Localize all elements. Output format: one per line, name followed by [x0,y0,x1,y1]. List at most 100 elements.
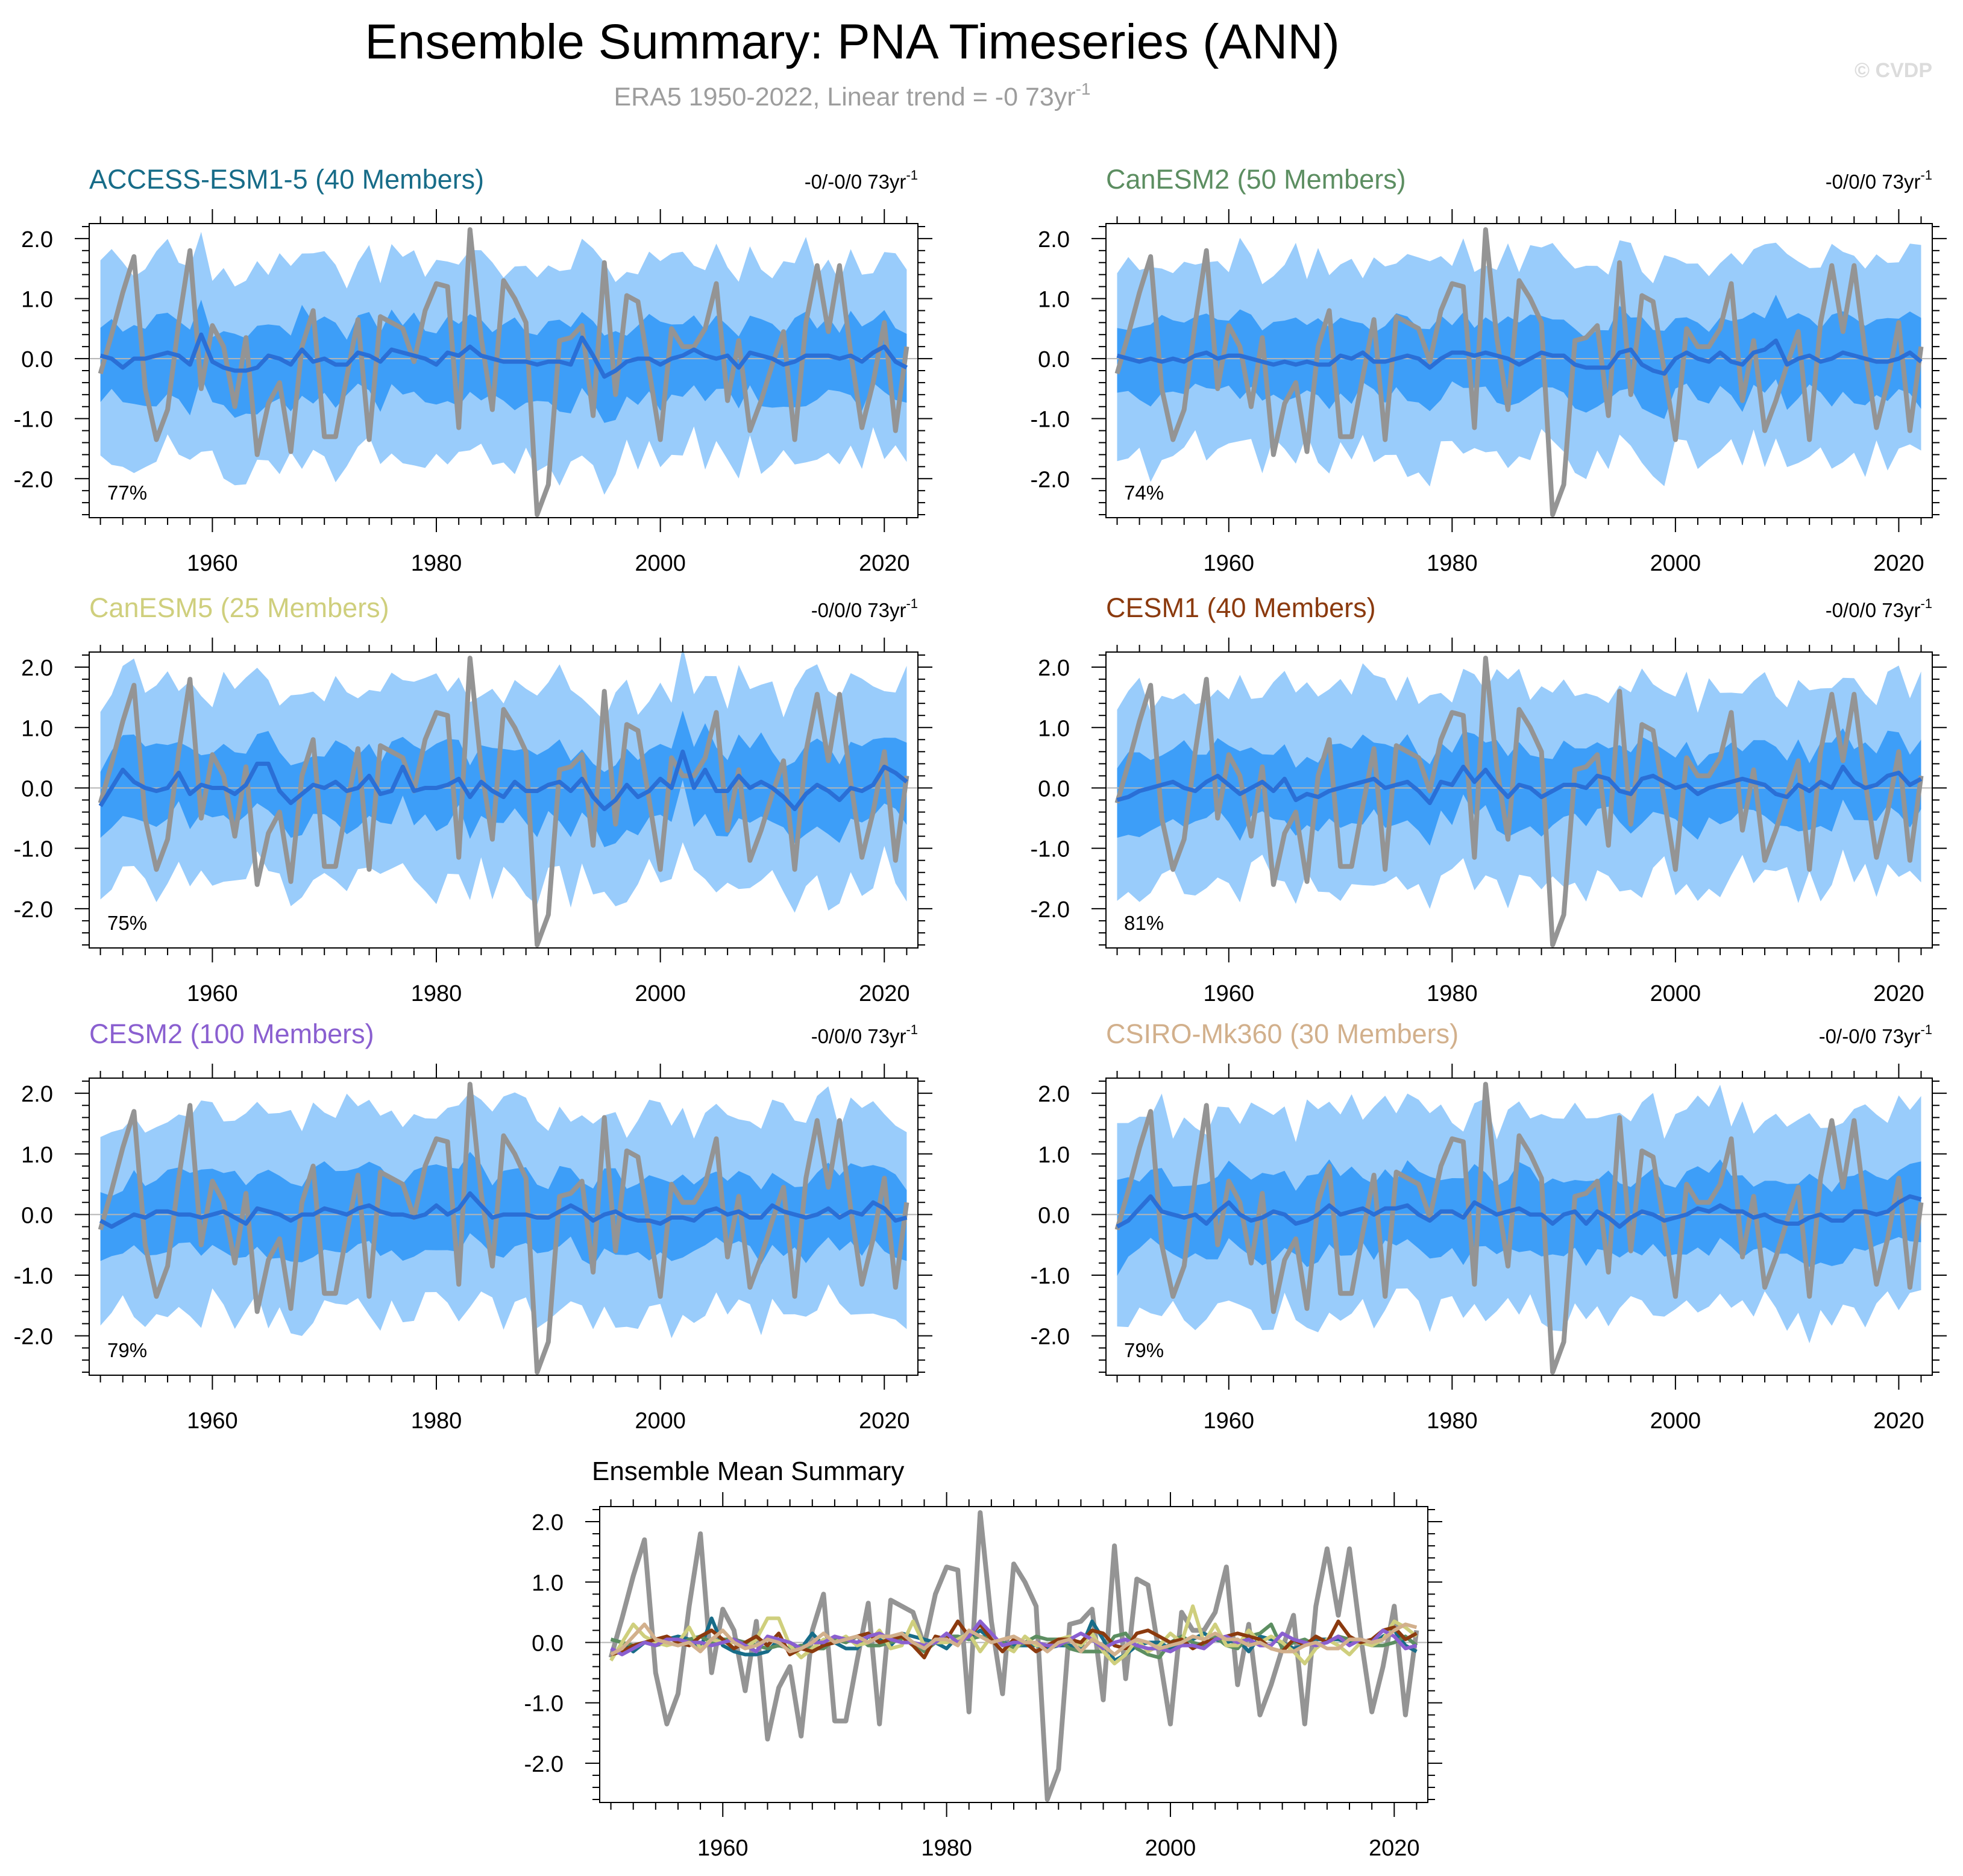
subtitle-text: ERA5 1950-2022, Linear trend = -0 73yr [614,83,1075,111]
x-tick-label: 2000 [635,981,686,1006]
y-tick-label: -2.0 [1031,1325,1070,1350]
observed-series-line [98,1082,909,1375]
ensemble-mean-line [1116,338,1923,376]
x-tick-label: 1960 [1204,981,1255,1006]
plot-area [1106,656,1932,947]
y-tick-label: -2.0 [524,1752,564,1777]
trend-label-superscript: -1 [1920,596,1932,611]
ensemble-mean-line-cesm2 [610,1619,1418,1657]
trend-label-superscript: -1 [906,1022,918,1037]
trend-label-text: -0/-0/0 73yr [1819,1025,1921,1047]
y-tick-label: 0.0 [1038,347,1070,372]
plot-area [600,1510,1428,1802]
x-tick-label: 2000 [1650,551,1701,576]
trend-label-text: -0/0/0 73yr [1826,171,1921,193]
x-tick-label: 2020 [1873,1408,1924,1434]
y-tick-label: -1.0 [14,837,53,862]
trend-label-superscript: -1 [906,168,918,183]
chart-panel-6: 2.0 1.0 0.0 -1.0 -2.0 1960 1980 2000 2020 CSIRO-M… [1031,1018,1947,1434]
ensemble-mean-line-csiro-mk360 [610,1622,1418,1657]
y-tick-label: 2.0 [1038,1082,1070,1107]
percent-label: 81% [1124,912,1164,934]
x-tick-label: 2020 [859,981,910,1006]
y-tick-label: -2.0 [14,1325,53,1350]
trend-label: -0/0/0 73yr-1 [1826,168,1932,193]
y-tick-label: -1.0 [524,1692,564,1717]
x-tick-label: 1980 [411,551,462,576]
x-tick-label: 2020 [1369,1836,1420,1861]
y-tick-label: -2.0 [14,897,53,923]
panel-title: Ensemble Mean Summary [592,1457,904,1486]
y-tick-label: -1.0 [1031,1264,1070,1289]
ensemble-mean-line [98,749,908,811]
trend-label-superscript: -1 [1920,1022,1932,1037]
y-tick-label: 0.0 [1038,776,1070,802]
y-tick-label: 2.0 [21,227,53,253]
y-tick-label: -1.0 [14,1264,53,1289]
observed-series-line [98,227,909,517]
y-tick-label: -2.0 [1031,897,1070,923]
panel-title: CanESM2 (50 Members) [1106,164,1406,195]
y-tick-label: -2.0 [1031,467,1070,492]
x-tick-label: 1980 [1427,551,1478,576]
plot-area [1106,1082,1932,1375]
x-tick-label: 1980 [1427,981,1478,1006]
x-tick-label: 1960 [187,1408,238,1434]
y-tick-label: 1.0 [532,1570,564,1596]
ensemble-mean-line [99,1191,908,1229]
y-tick-label: 1.0 [1038,716,1070,741]
y-tick-label: 0.0 [21,1203,53,1228]
chart-panel-3: 2.0 1.0 0.0 -1.0 -2.0 1960 1980 2000 2020 CanESM5… [14,592,932,1006]
x-tick-label: 2020 [1873,551,1924,576]
y-tick-label: 2.0 [21,1082,53,1107]
trend-label: -0/0/0 73yr-1 [811,1022,918,1047]
panel-title: CESM2 (100 Members) [89,1018,374,1049]
x-tick-label: 1980 [411,981,462,1006]
panel-title: CESM1 (40 Members) [1106,592,1376,623]
trend-label-text: -0/0/0 73yr [811,599,906,621]
x-tick-label: 2020 [859,551,910,576]
ensemble-mean-line [1116,764,1923,805]
subtitle: ERA5 1950-2022, Linear trend = -0 73yr-1 [614,80,1090,111]
trend-label-text: -0/-0/0 73yr [805,171,906,193]
y-tick-label: 2.0 [1038,227,1070,253]
x-tick-label: 2020 [859,1408,910,1434]
subtitle-superscript: -1 [1076,80,1091,98]
x-tick-label: 2020 [1873,981,1924,1006]
x-tick-label: 2000 [1650,981,1701,1006]
y-tick-label: 1.0 [1038,287,1070,312]
x-tick-label: 1960 [697,1836,749,1861]
x-tick-label: 1960 [187,551,238,576]
panel-title: ACCESS-ESM1-5 (40 Members) [89,164,484,195]
chart-panel-4: 2.0 1.0 0.0 -1.0 -2.0 1960 1980 2000 2020 CESM1 (… [1031,592,1947,1006]
percent-label: 74% [1124,482,1164,504]
trend-label: -0/0/0 73yr-1 [811,596,918,621]
observed-series-line [98,656,909,947]
percent-label: 79% [107,1339,147,1361]
y-tick-label: -1.0 [14,407,53,433]
trend-label-superscript: -1 [1920,168,1932,183]
chart-panel-1: 2.0 1.0 0.0 -1.0 -2.0 1960 1980 2000 2020 ACCESS-… [14,164,932,576]
y-tick-label: 0.0 [21,776,53,802]
main-title: Ensemble Summary: PNA Timeseries (ANN) [365,14,1340,69]
trend-label: -0/-0/0 73yr-1 [805,168,918,193]
y-tick-label: 2.0 [1038,656,1070,681]
inner-spread-band [100,711,907,847]
y-tick-label: 2.0 [532,1510,564,1536]
cvdp-watermark: © CVDP [1855,59,1932,82]
x-tick-label: 1960 [1204,1408,1255,1434]
y-tick-label: -1.0 [1031,407,1070,433]
percent-label: 79% [1124,1339,1164,1361]
observed-series-line [1114,1082,1924,1375]
x-tick-label: 1980 [1427,1408,1478,1434]
y-tick-label: -1.0 [1031,837,1070,862]
x-tick-label: 2000 [1650,1408,1701,1434]
y-tick-label: 1.0 [21,716,53,741]
x-tick-label: 2000 [1145,1836,1196,1861]
y-tick-label: 2.0 [21,656,53,681]
chart-panel-7: 2.0 1.0 0.0 -1.0 -2.0 1960 1980 2000 2020 Ensembl… [524,1457,1442,1861]
trend-label: -0/-0/0 73yr-1 [1819,1022,1932,1047]
y-tick-label: 0.0 [1038,1203,1070,1228]
x-tick-label: 1960 [187,981,238,1006]
